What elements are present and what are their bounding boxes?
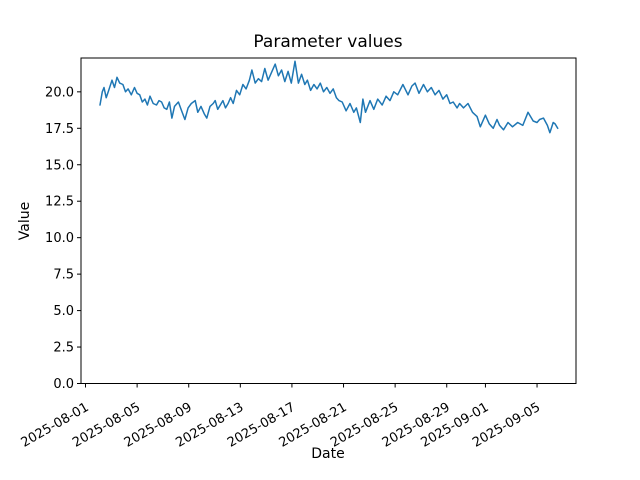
series-line-parameter-values bbox=[99, 60, 559, 134]
y-tick-label: 7.5 bbox=[53, 268, 74, 283]
series-group bbox=[99, 60, 559, 134]
plot-area bbox=[80, 57, 577, 384]
y-tick-label: 15.0 bbox=[45, 158, 74, 173]
chart-title: Parameter values bbox=[253, 32, 402, 52]
y-tick-label: 17.5 bbox=[45, 122, 74, 137]
x-axis-label: Date bbox=[311, 446, 344, 462]
y-tick-label: 5.0 bbox=[53, 304, 74, 319]
y-tick-label: 2.5 bbox=[53, 341, 74, 356]
y-axis-label: Value bbox=[17, 202, 33, 240]
y-tick-label: 12.5 bbox=[45, 195, 74, 210]
x-axis-ticks: 2025-08-012025-08-052025-08-092025-08-13… bbox=[19, 383, 543, 451]
y-tick-label: 10.0 bbox=[45, 231, 74, 246]
y-axis-ticks: 0.0 2.5 5.0 7.5 10.0 12.5 15.0 17.5 20.0 bbox=[45, 85, 81, 392]
y-tick-label: 20.0 bbox=[45, 85, 74, 100]
y-tick-label: 0.0 bbox=[53, 377, 74, 392]
